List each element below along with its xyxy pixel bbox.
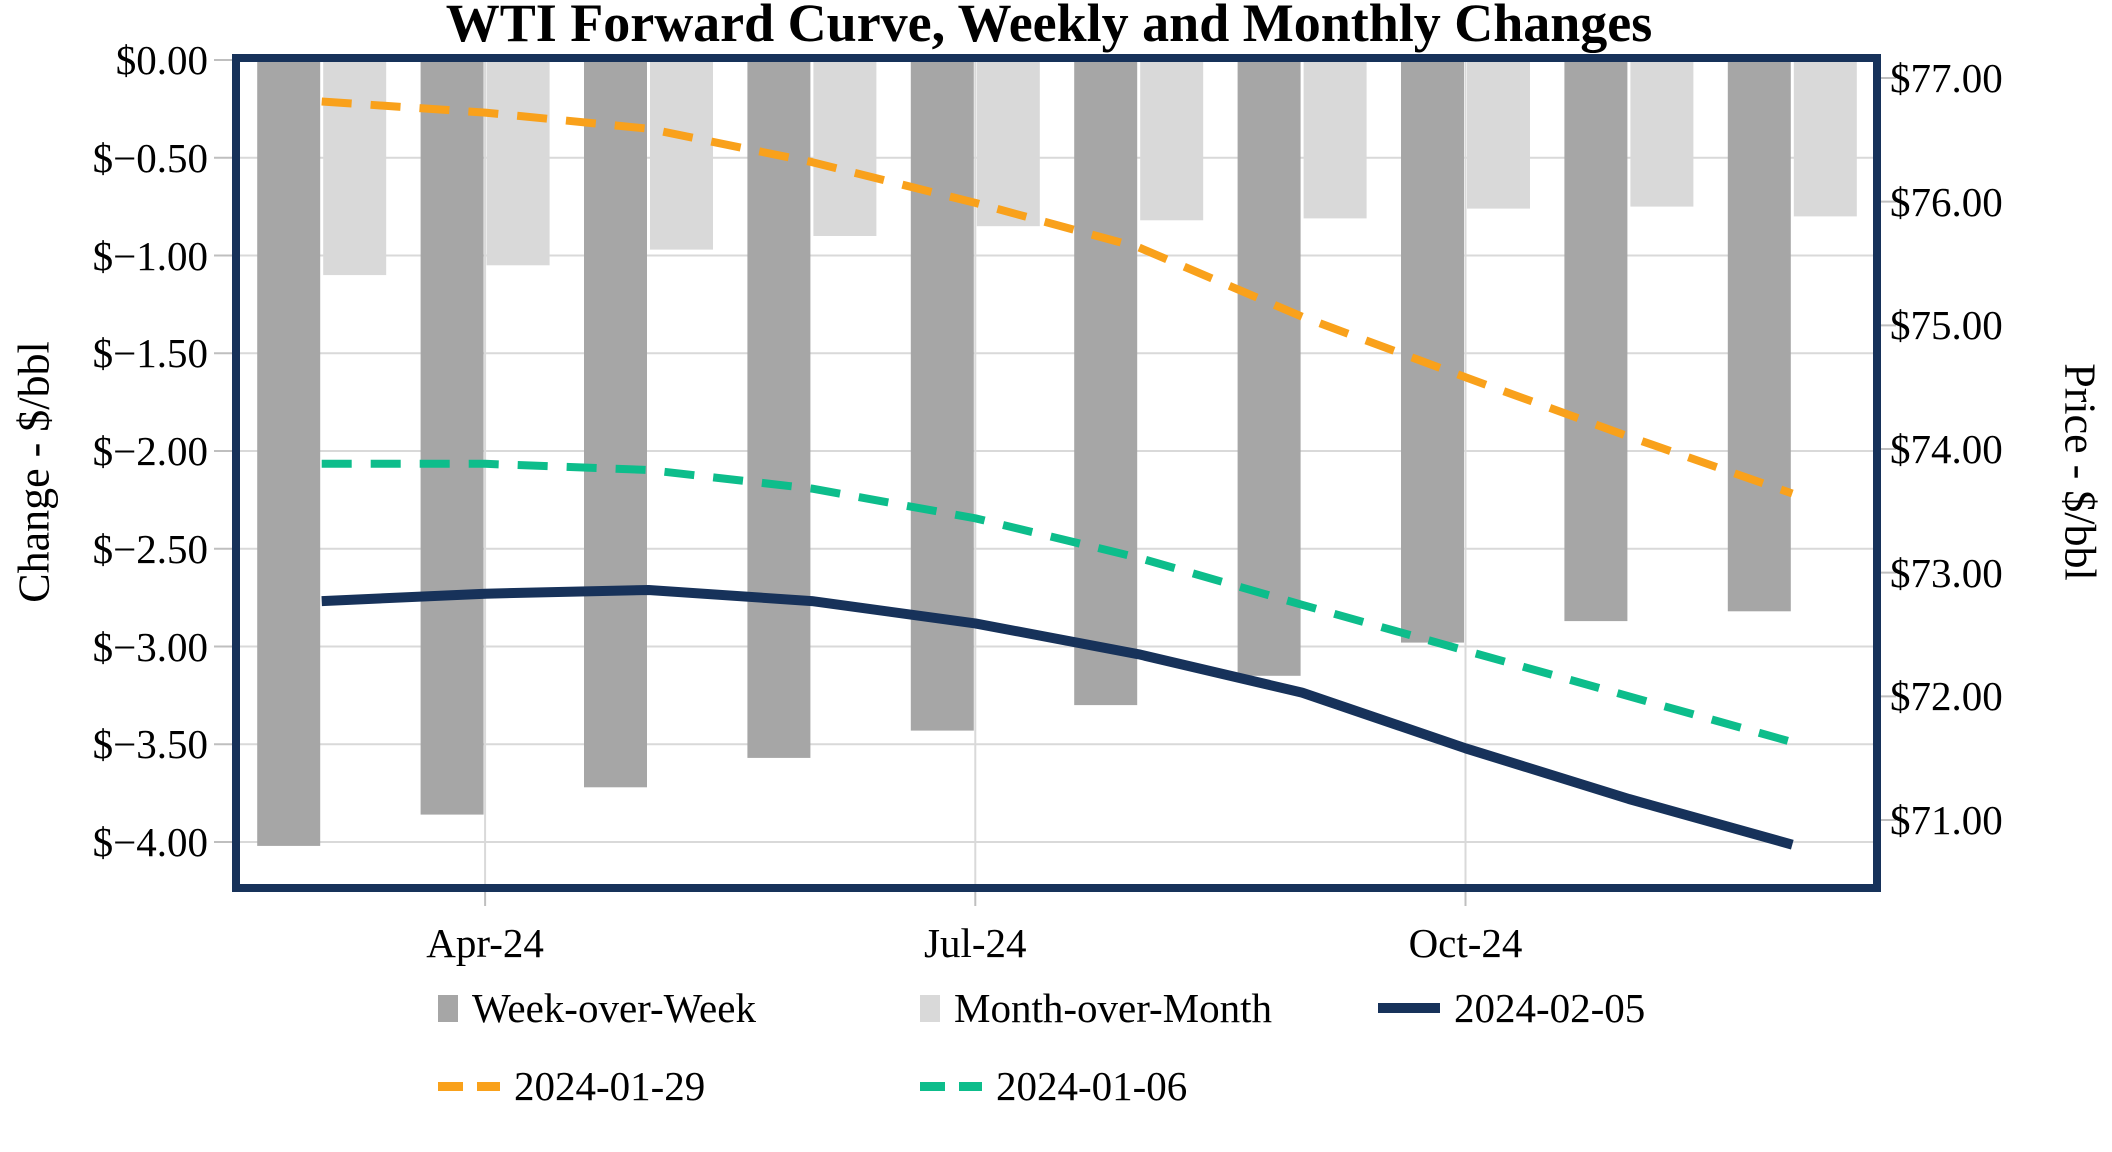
change-tick-label: $−4.00 [92, 819, 208, 865]
line-2024-02-05 [321, 585, 1794, 850]
legend-swatch-bar-icon [920, 994, 940, 1022]
bar-week-over-week [1074, 60, 1138, 706]
plot-border [232, 54, 1881, 892]
x-tick-label: Oct-24 [1408, 920, 1523, 966]
legend-label: 2024-01-29 [514, 1063, 706, 1109]
legend-item-2024-01-06: 2024-01-06 [920, 1060, 1378, 1112]
bar-month-over-month [1140, 60, 1204, 221]
legend-item-month-over-month: Month-over-Month [920, 982, 1378, 1034]
bar-month-over-month [1793, 60, 1857, 217]
legend-item-2024-02-05: 2024-02-05 [1378, 982, 1645, 1034]
price-tick-label: $76.00 [1890, 178, 2003, 225]
bar-week-over-week [1401, 60, 1464, 643]
bar-week-over-week [1727, 60, 1791, 612]
price-tick-label: $71.00 [1890, 797, 2003, 843]
bar-week-over-week [1237, 60, 1301, 676]
change-tick-label: $−2.50 [92, 525, 208, 572]
price-axis-title: Price - $/bbl [2055, 363, 2105, 581]
legend-label: 2024-01-06 [996, 1063, 1188, 1109]
bar-week-over-week [1564, 60, 1628, 622]
change-tick-label: $−0.50 [92, 134, 208, 181]
change-tick-label: $−2.00 [92, 428, 208, 474]
x-tick-label: Jul-24 [924, 920, 1027, 966]
legend-label: Month-over-Month [954, 985, 1273, 1031]
x-tick-label: Apr-24 [426, 920, 544, 966]
price-tick-label: $73.00 [1890, 549, 2003, 596]
bar-month-over-month [813, 60, 877, 236]
bar-month-over-month [1630, 60, 1694, 207]
legend-label: Week-over-Week [472, 985, 756, 1031]
legend-swatch-line-icon [438, 1081, 500, 1091]
bar-month-over-month [486, 60, 550, 266]
line-2024-01-06 [321, 459, 1794, 746]
change-axis-title: Change - $/bbl [9, 341, 59, 603]
chart-title: WTI Forward Curve, Weekly and Monthly Ch… [445, 0, 1653, 53]
legend-item-week-over-week: Week-over-Week [438, 982, 920, 1034]
bar-week-over-week [747, 60, 811, 758]
line-2024-01-29 [321, 97, 1794, 498]
change-tick-label: $0.00 [115, 37, 208, 83]
bar-month-over-month [650, 60, 713, 250]
bar-week-over-week [584, 60, 647, 788]
change-tick-label: $−1.50 [92, 330, 208, 377]
change-tick-label: $−1.00 [92, 232, 208, 279]
price-tick-label: $77.00 [1890, 55, 2003, 101]
bar-month-over-month [1303, 60, 1367, 219]
price-tick-label: $75.00 [1890, 302, 2003, 349]
price-tick-label: $72.00 [1890, 673, 2003, 720]
bar-week-over-week [910, 60, 974, 731]
bar-week-over-week [420, 60, 484, 815]
bar-week-over-week [257, 60, 321, 846]
legend-item-2024-01-29: 2024-01-29 [438, 1060, 920, 1112]
change-tick-label: $−3.50 [92, 721, 208, 768]
bar-month-over-month [976, 60, 1040, 227]
legend-swatch-line-icon [1378, 1003, 1440, 1013]
bar-month-over-month [1467, 60, 1530, 209]
legend-label: 2024-02-05 [1454, 985, 1646, 1031]
bar-month-over-month [323, 60, 387, 276]
legend-swatch-line-icon [920, 1081, 982, 1091]
change-tick-label: $−3.00 [92, 623, 208, 670]
legend: Week-over-Week Month-over-Month 2024-02-05… [438, 982, 1645, 1112]
legend-swatch-bar-icon [438, 994, 458, 1022]
price-tick-label: $74.00 [1890, 426, 2003, 472]
